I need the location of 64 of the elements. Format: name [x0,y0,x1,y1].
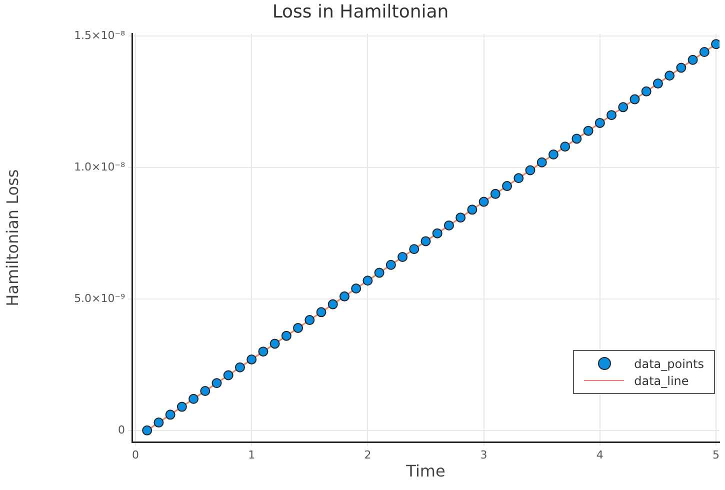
point [420,236,431,246]
y-tick-label: 5.0×10⁻⁹ [74,292,125,305]
point [525,165,536,176]
point [398,252,408,262]
point [688,54,698,65]
point [212,378,222,388]
point [676,62,686,73]
point [165,410,176,420]
point [304,315,315,326]
point [583,126,594,136]
point [374,268,384,278]
point [409,244,420,254]
point [548,149,558,160]
point [234,362,245,372]
y-tick-label: 1.0×10⁻⁸ [74,160,126,174]
point [316,307,326,318]
chart-title: Loss in Hamiltonian [272,1,449,22]
point [432,228,442,238]
point [664,70,675,81]
point [270,338,280,349]
x-tick-label: 2 [364,448,372,462]
x-axis-title: Time [405,462,446,481]
point [386,260,396,270]
point [188,394,199,404]
point [594,118,605,128]
point [176,402,187,412]
point [154,418,164,428]
point [606,110,617,120]
point [618,102,628,112]
point [339,291,350,302]
point [142,425,152,436]
point [351,284,362,294]
point [258,346,268,357]
x-tick-label: 5 [712,448,720,462]
x-tick-label: 3 [480,448,488,462]
point [200,386,210,396]
point [641,86,652,96]
legend-label: data_points [634,356,704,370]
point [467,204,478,215]
point [281,330,292,341]
y-tick-label: 0 [118,423,125,436]
point [502,181,512,192]
y-tick-label: 1.5×10⁻⁸ [74,29,126,42]
point [478,196,489,207]
point [699,46,710,57]
point [630,94,640,104]
point [328,299,338,310]
x-tick-label: 4 [596,448,604,462]
point [223,370,234,380]
legend-label: data_line [634,374,689,388]
point [572,134,582,144]
point [444,220,454,230]
point [490,188,500,199]
point [652,78,663,89]
x-tick-label: 0 [132,448,139,462]
point [514,173,524,184]
point [246,354,257,364]
point [362,276,373,286]
x-tick-label: 1 [248,448,256,462]
point [560,142,570,152]
point [536,157,547,168]
point [293,322,304,333]
y-axis-title: Hamiltonian Loss [2,169,22,306]
point [456,212,466,223]
